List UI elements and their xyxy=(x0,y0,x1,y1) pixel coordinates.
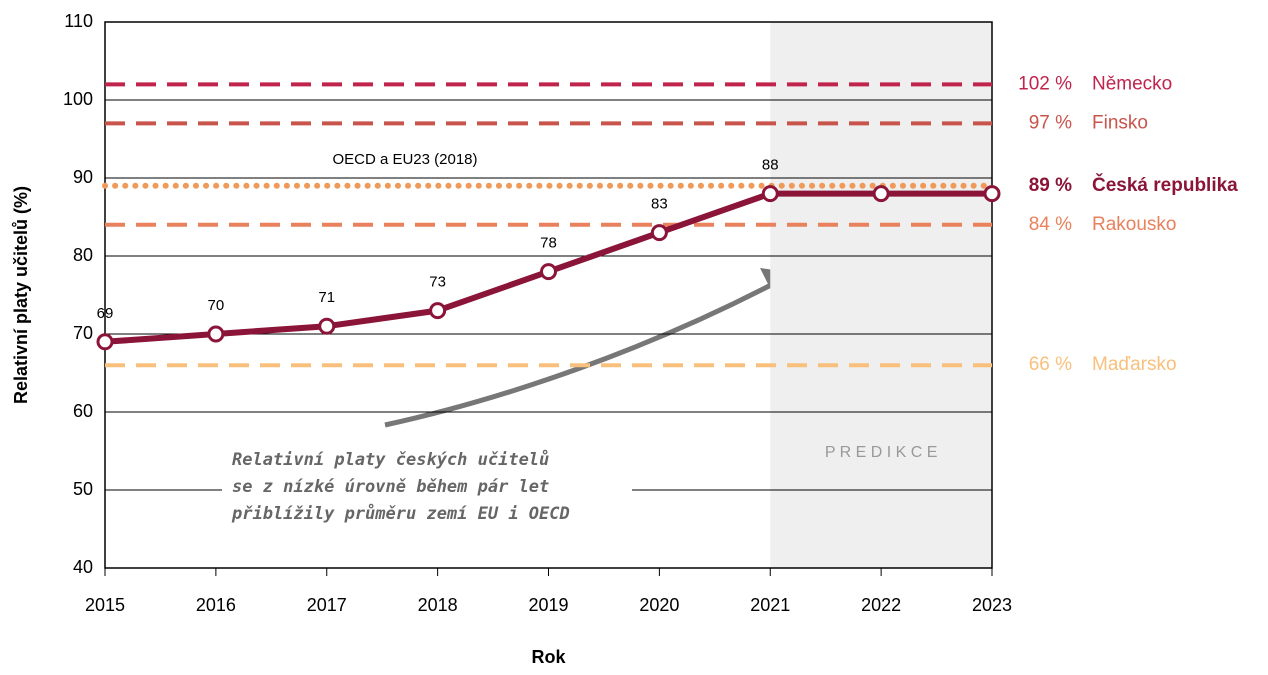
x-tick-label: 2023 xyxy=(972,595,1012,615)
y-tick-label: 90 xyxy=(73,167,93,187)
y-tick-label: 80 xyxy=(73,245,93,265)
x-tick-label: 2015 xyxy=(85,595,125,615)
reference-name: Rakousko xyxy=(1092,214,1177,235)
data-point xyxy=(96,333,114,351)
data-point xyxy=(983,185,1001,203)
y-tick-label: 110 xyxy=(64,11,93,31)
y-tick-label: 60 xyxy=(73,401,93,421)
data-point xyxy=(429,302,447,320)
data-label: 73 xyxy=(429,274,446,291)
annotation-text: přiblížily průměru zemí EU i OECD xyxy=(231,502,570,524)
data-label: 83 xyxy=(651,196,668,213)
data-point xyxy=(872,185,890,203)
y-tick-label: 40 xyxy=(73,557,93,577)
x-tick-label: 2022 xyxy=(861,595,901,615)
y-tick-label: 50 xyxy=(73,479,93,499)
reference-value: 102 % xyxy=(1018,73,1072,94)
annotation-bg xyxy=(222,445,632,525)
x-axis-title: Rok xyxy=(531,647,566,667)
data-label: 69 xyxy=(97,305,114,322)
reference-value: 84 % xyxy=(1029,214,1072,235)
reference-name: Česká republika xyxy=(1092,174,1238,196)
reference-name: Německo xyxy=(1092,73,1172,94)
y-tick-label: 70 xyxy=(73,323,93,343)
data-point xyxy=(650,224,668,242)
data-label: 88 xyxy=(762,157,779,174)
x-tick-label: 2021 xyxy=(750,595,790,615)
x-tick-label: 2017 xyxy=(307,595,347,615)
reference-name: Maďarsko xyxy=(1092,354,1177,375)
data-label: 70 xyxy=(208,297,225,314)
reference-value: 66 % xyxy=(1029,354,1072,375)
plot-border xyxy=(104,21,993,569)
x-tick-label: 2019 xyxy=(528,595,568,615)
reference-value: 89 % xyxy=(1029,175,1072,196)
x-tick-label: 2020 xyxy=(639,595,679,615)
data-label: 71 xyxy=(318,289,335,306)
annotation-text: Relativní platy českých učitelů xyxy=(232,448,549,470)
x-tick-label: 2018 xyxy=(418,595,458,615)
data-point xyxy=(540,263,557,281)
reference-note: OECD a EU23 (2018) xyxy=(332,151,477,168)
trend-arrow xyxy=(384,272,792,428)
prediction-label: P R E D I K C E xyxy=(825,444,938,461)
prediction-area xyxy=(770,22,992,568)
x-tick-label: 2016 xyxy=(196,595,236,615)
y-axis-title: Relativní platy učitelů (%) xyxy=(11,186,31,404)
data-point xyxy=(761,185,779,203)
data-point xyxy=(207,325,225,343)
annotation-text: se z nízké úrovně během pár let xyxy=(232,477,549,497)
data-point xyxy=(318,317,336,335)
y-tick-label: 100 xyxy=(63,89,93,109)
reference-value: 97 % xyxy=(1029,112,1072,133)
data-label: 78 xyxy=(540,235,557,252)
reference-name: Finsko xyxy=(1092,112,1148,133)
